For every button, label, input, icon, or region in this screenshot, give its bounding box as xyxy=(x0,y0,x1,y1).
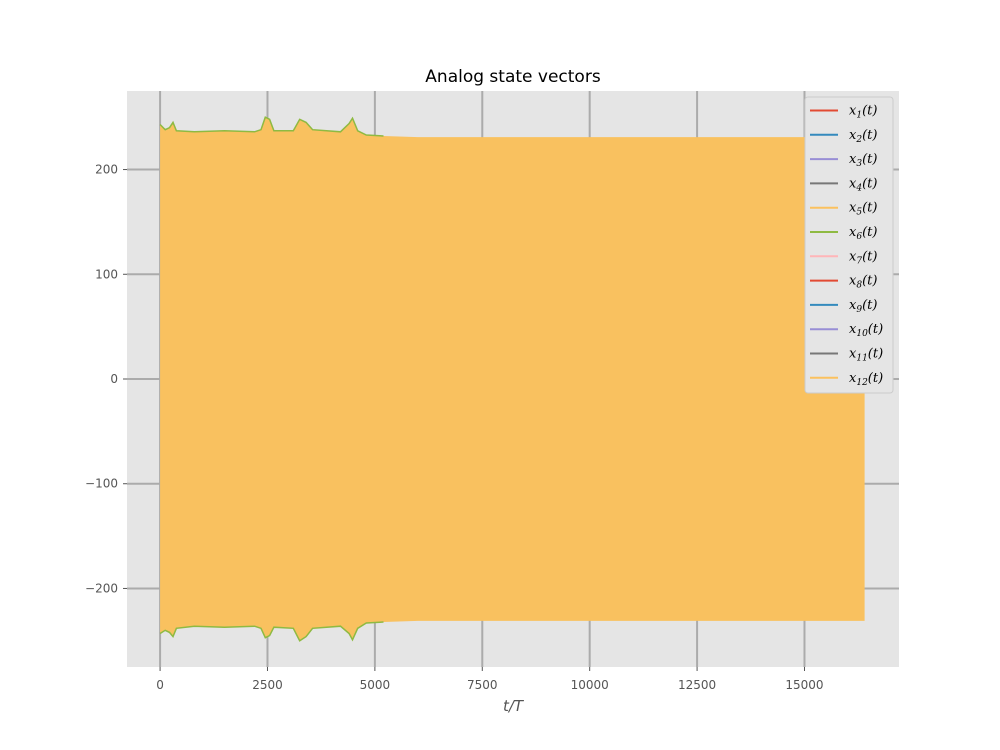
x-tick-label: 12500 xyxy=(678,678,716,692)
x-tick-label: 10000 xyxy=(571,678,609,692)
legend-label: x7(t) xyxy=(849,249,877,266)
x-tick-label: 5000 xyxy=(360,678,391,692)
y-tick-label: 100 xyxy=(95,267,118,281)
legend-entry: x5(t) xyxy=(810,201,877,218)
legend-entry: x7(t) xyxy=(810,249,877,266)
x-tick-label: 7500 xyxy=(467,678,498,692)
y-axis-ticks: −200 −100 0 100 200 xyxy=(85,163,127,595)
legend-entry: x8(t) xyxy=(810,274,877,291)
y-tick-label: 0 xyxy=(110,372,118,386)
y-tick-label: 200 xyxy=(95,163,118,177)
legend-entry: x3(t) xyxy=(810,152,877,169)
legend-entry: x4(t) xyxy=(810,176,877,193)
legend-label: x12(t) xyxy=(849,371,883,388)
legend-label: x3(t) xyxy=(849,152,877,169)
legend-box xyxy=(804,96,894,394)
series-layer xyxy=(159,116,865,642)
legend-label: x10(t) xyxy=(849,322,883,339)
x-tick-label: 15000 xyxy=(785,678,823,692)
series-envelope-lower-trace xyxy=(159,621,384,642)
x-tick-label: 0 xyxy=(156,678,164,692)
legend-entry: x9(t) xyxy=(810,298,877,315)
legend-entry: x12(t) xyxy=(810,371,883,388)
legend-label: x5(t) xyxy=(849,201,877,218)
series-envelope-fill xyxy=(160,117,865,641)
series-envelope-upper-trace xyxy=(159,116,384,137)
legend-entry: x6(t) xyxy=(810,225,877,242)
legend-label: x8(t) xyxy=(849,274,877,291)
legend-label: x6(t) xyxy=(849,225,877,242)
legend-label: x11(t) xyxy=(849,347,883,364)
legend-label: x1(t) xyxy=(849,104,877,121)
x-tick-label: 2500 xyxy=(252,678,283,692)
legend-entry: x1(t) xyxy=(810,104,877,121)
legend-entry: x2(t) xyxy=(810,128,877,145)
legend-label: x4(t) xyxy=(849,176,877,193)
legend: x1(t) x2(t) x3(t) x4(t) x5(t) x6(t) x7(t) x8(t)… xyxy=(804,96,894,394)
x-axis-ticks: 0 2500 5000 7500 10000 12500 15000 xyxy=(156,667,824,692)
x-axis-label: t/T xyxy=(503,697,525,715)
legend-entry: x10(t) xyxy=(810,322,883,339)
legend-label: x2(t) xyxy=(849,128,877,145)
chart-title: Analog state vectors xyxy=(425,67,601,87)
y-tick-label: −200 xyxy=(85,581,118,595)
y-tick-label: −100 xyxy=(85,477,118,491)
legend-entry: x11(t) xyxy=(810,347,883,364)
legend-label: x9(t) xyxy=(849,298,877,315)
